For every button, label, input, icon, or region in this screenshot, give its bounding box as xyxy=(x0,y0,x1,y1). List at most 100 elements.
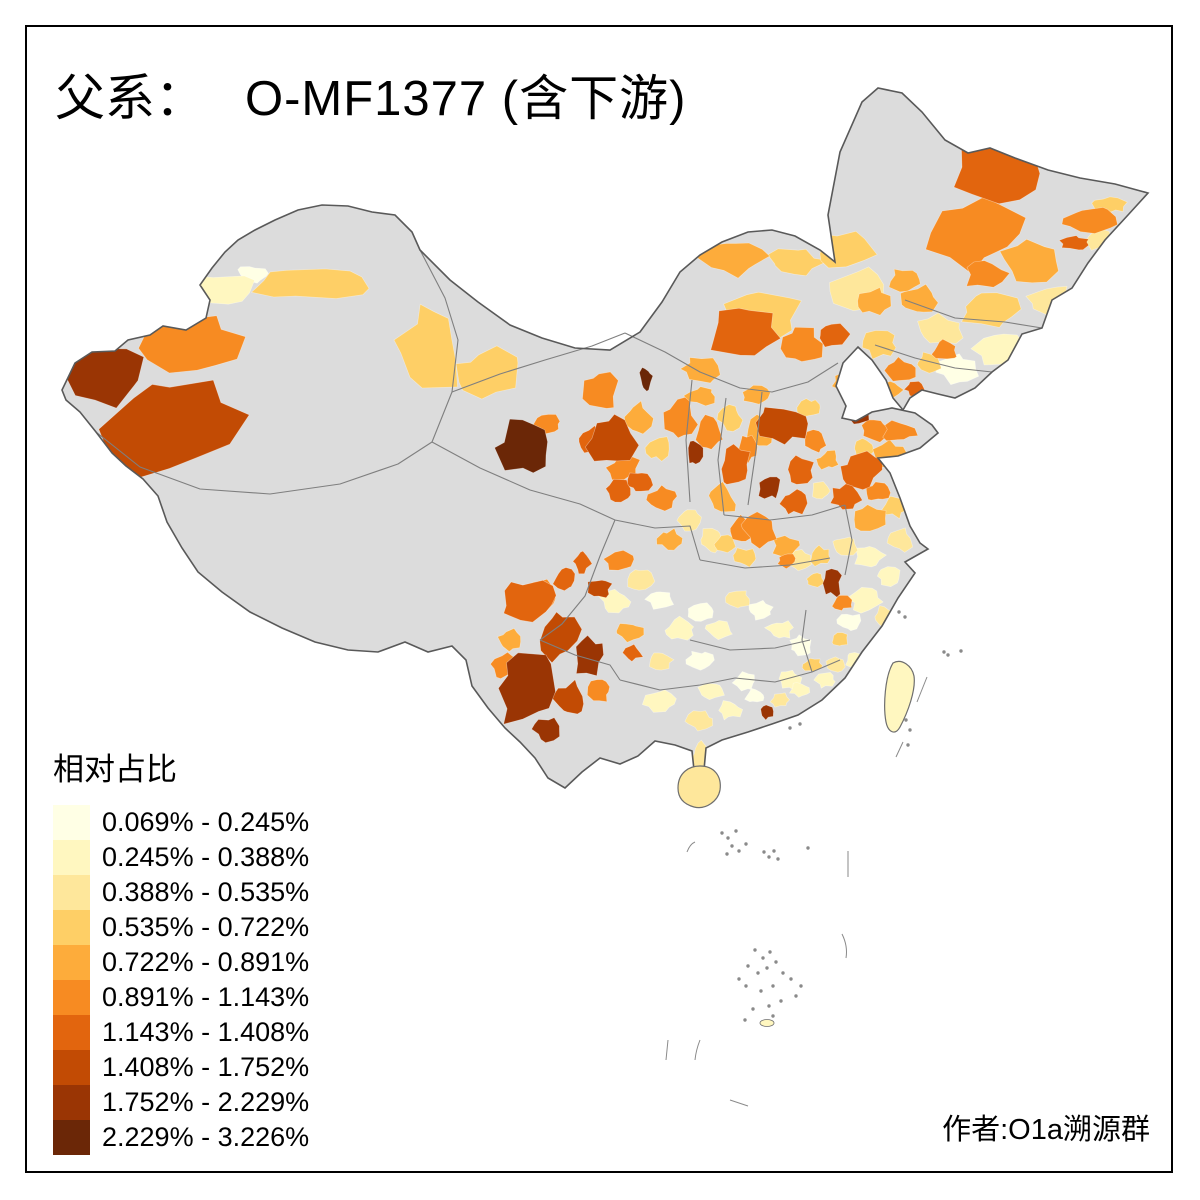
islet-dot xyxy=(725,852,729,856)
prefecture-region xyxy=(966,260,1011,288)
legend-swatch xyxy=(53,840,90,875)
prefecture-region xyxy=(721,443,751,485)
prefecture-region xyxy=(883,356,916,382)
prefecture-region xyxy=(644,591,675,610)
legend-swatch xyxy=(53,1085,90,1120)
islet-dot xyxy=(734,829,738,833)
prefecture-region xyxy=(857,287,892,316)
islet-dot xyxy=(904,718,908,722)
prefecture-region xyxy=(882,419,919,442)
legend-label: 0.891% - 1.143% xyxy=(102,982,310,1012)
legend-label: 1.143% - 1.408% xyxy=(102,1017,310,1047)
prefecture-region xyxy=(1061,207,1118,234)
prefecture-region xyxy=(649,652,675,671)
prefecture-region xyxy=(888,268,921,293)
legend-label: 0.535% - 0.722% xyxy=(102,912,310,942)
prefecture-region xyxy=(1058,235,1090,251)
islet-dot xyxy=(768,950,772,954)
prefecture-region xyxy=(846,586,884,614)
prefecture-region xyxy=(656,527,683,551)
islet-dot xyxy=(799,984,803,988)
prefecture-region xyxy=(931,338,957,360)
prefecture-region xyxy=(641,689,677,713)
islet-dot xyxy=(781,971,785,975)
prefecture-region xyxy=(552,567,576,592)
islet-dot xyxy=(771,1014,775,1018)
prefecture-region xyxy=(584,413,640,462)
islet-dot xyxy=(779,999,783,1003)
prefecture-region xyxy=(1021,331,1056,358)
prefecture-region xyxy=(819,323,851,348)
prefecture-region xyxy=(935,353,980,386)
prefecture-region xyxy=(704,620,733,641)
islet-dot xyxy=(720,831,724,835)
prefecture-region xyxy=(582,371,619,409)
prefecture-region xyxy=(455,345,519,400)
prefecture-region xyxy=(531,717,560,744)
prefecture-region xyxy=(961,292,1022,328)
legend-row: 0.388% - 0.535% xyxy=(53,875,309,910)
legend-label: 2.229% - 3.226% xyxy=(102,1122,310,1152)
legend-swatch xyxy=(53,1050,90,1085)
prefecture-region xyxy=(825,656,846,673)
prefecture-patches xyxy=(62,135,1128,769)
islet-dot xyxy=(756,971,760,975)
islet-dot xyxy=(759,989,763,993)
title-haplogroup: O-MF1377 (含下游) xyxy=(245,72,687,126)
prefecture-region xyxy=(742,384,771,405)
prefecture-region xyxy=(725,590,751,609)
islet-dot xyxy=(774,960,778,964)
legend-row: 2.229% - 3.226% xyxy=(53,1120,309,1155)
prefecture-region xyxy=(687,602,714,622)
prefecture-region xyxy=(586,679,611,703)
prefecture-region xyxy=(755,406,809,445)
prefecture-region xyxy=(627,569,656,591)
legend-label: 0.069% - 0.245% xyxy=(102,807,310,837)
spratly-islet xyxy=(759,1019,775,1027)
prefecture-region xyxy=(758,476,781,500)
islet-dot xyxy=(959,649,963,653)
islet-dot xyxy=(767,1004,771,1008)
islet-dot xyxy=(776,857,780,861)
prefecture-region xyxy=(787,454,815,485)
islet-dot xyxy=(798,722,802,726)
province-borders xyxy=(95,249,1043,691)
attribution: 作者:O1a溯源群 xyxy=(942,1114,1150,1146)
legend-swatch xyxy=(53,980,90,1015)
prefecture-region xyxy=(639,367,654,392)
prefecture-region xyxy=(539,611,583,664)
prefecture-region xyxy=(804,429,827,454)
legend-swatch xyxy=(53,805,90,840)
islet-dot xyxy=(753,948,757,952)
legend-row: 0.535% - 0.722% xyxy=(53,910,309,945)
page-title: 父系： O-MF1377 (含下游) xyxy=(55,58,686,130)
prefecture-region xyxy=(687,440,704,465)
prefecture-region xyxy=(778,488,808,515)
prefecture-region xyxy=(605,478,631,503)
islet-dot xyxy=(726,836,730,840)
islet-dot xyxy=(772,849,776,853)
prefecture-region xyxy=(744,688,765,703)
prefecture-region xyxy=(854,546,887,568)
prefecture-region xyxy=(695,414,724,450)
legend-swatch xyxy=(53,1015,90,1050)
prefecture-region xyxy=(684,710,714,732)
prefecture-region xyxy=(740,511,778,550)
islet-dot xyxy=(788,726,792,730)
prefecture-region xyxy=(697,683,725,701)
prefecture-region xyxy=(494,418,548,474)
prefecture-region xyxy=(602,549,635,571)
prefecture-region xyxy=(861,330,897,360)
islet-dot xyxy=(737,977,741,981)
prefecture-region xyxy=(551,679,584,715)
prefecture-region xyxy=(624,400,654,435)
legend-row: 0.069% - 0.245% xyxy=(53,805,309,840)
islet-dot xyxy=(903,615,907,619)
islet-dot xyxy=(771,984,775,988)
prefecture-region xyxy=(815,449,840,471)
prefecture-region xyxy=(498,652,556,725)
prefecture-region xyxy=(748,599,774,621)
prefecture-region xyxy=(806,572,826,588)
prefecture-region xyxy=(497,628,522,652)
prefecture-region xyxy=(783,549,812,572)
